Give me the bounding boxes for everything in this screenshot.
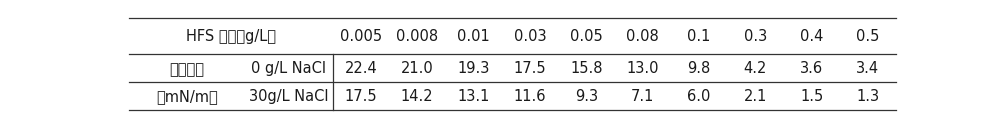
Text: 13.1: 13.1	[457, 89, 490, 104]
Text: 1.3: 1.3	[856, 89, 880, 104]
Text: 0.05: 0.05	[570, 29, 603, 44]
Text: 21.0: 21.0	[401, 61, 434, 76]
Text: 0 g/L NaCl: 0 g/L NaCl	[251, 61, 326, 76]
Text: 14.2: 14.2	[401, 89, 434, 104]
Text: 6.0: 6.0	[687, 89, 711, 104]
Text: 22.4: 22.4	[344, 61, 377, 76]
Text: 17.5: 17.5	[514, 61, 546, 76]
Text: 0.03: 0.03	[514, 29, 546, 44]
Text: 19.3: 19.3	[457, 61, 490, 76]
Text: 7.1: 7.1	[631, 89, 654, 104]
Text: 3.6: 3.6	[800, 61, 823, 76]
Text: 13.0: 13.0	[626, 61, 659, 76]
Text: 3.4: 3.4	[856, 61, 880, 76]
Text: 界面张力: 界面张力	[170, 62, 205, 77]
Text: 15.8: 15.8	[570, 61, 602, 76]
Text: 9.3: 9.3	[575, 89, 598, 104]
Text: 0.005: 0.005	[340, 29, 382, 44]
Text: 0.5: 0.5	[856, 29, 880, 44]
Text: （mN/m）: （mN/m）	[156, 89, 218, 104]
Text: 17.5: 17.5	[345, 89, 377, 104]
Text: 0.008: 0.008	[396, 29, 438, 44]
Text: 9.8: 9.8	[687, 61, 711, 76]
Text: 0.1: 0.1	[687, 29, 711, 44]
Text: 1.5: 1.5	[800, 89, 823, 104]
Text: 0.3: 0.3	[744, 29, 767, 44]
Text: 0.01: 0.01	[457, 29, 490, 44]
Text: HFS 浓度（g/L）: HFS 浓度（g/L）	[186, 29, 276, 44]
Text: 2.1: 2.1	[744, 89, 767, 104]
Text: 0.08: 0.08	[626, 29, 659, 44]
Text: 4.2: 4.2	[744, 61, 767, 76]
Text: 0.4: 0.4	[800, 29, 823, 44]
Text: 11.6: 11.6	[514, 89, 546, 104]
Text: 30g/L NaCl: 30g/L NaCl	[249, 89, 329, 104]
